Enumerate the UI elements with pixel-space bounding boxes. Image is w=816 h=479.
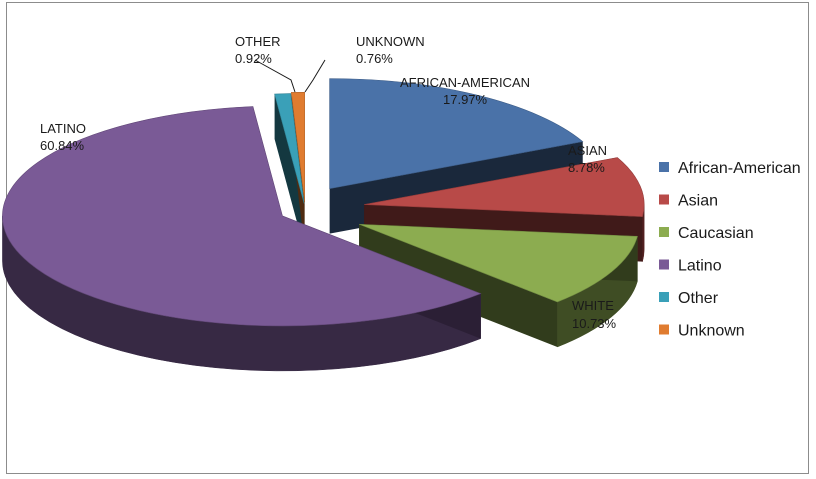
legend-label-asian: Asian bbox=[678, 193, 718, 210]
legend-label-african-american: African-American bbox=[678, 160, 801, 177]
legend-swatch-asian bbox=[659, 194, 669, 205]
pie-slice-other bbox=[274, 93, 305, 204]
slice-label-caucasian: WHITE bbox=[572, 298, 614, 313]
legend-swatch-latino bbox=[659, 259, 669, 270]
slice-label-other: OTHER bbox=[235, 34, 281, 49]
slice-label-latino: LATINO bbox=[40, 121, 86, 136]
legend-label-latino: Latino bbox=[678, 258, 722, 275]
slice-percent-latino: 60.84% bbox=[40, 138, 85, 153]
slice-percent-other: 0.92% bbox=[235, 51, 272, 66]
slice-label-asian: ASIAN bbox=[568, 143, 607, 158]
pie-slice-latino bbox=[2, 106, 482, 327]
pie-slice-caucasian bbox=[358, 223, 638, 303]
pie-slice-asian bbox=[364, 157, 645, 217]
slice-percent-unknown: 0.76% bbox=[356, 51, 393, 66]
legend-label-other: Other bbox=[678, 290, 719, 307]
slice-label-unknown: UNKNOWN bbox=[356, 34, 425, 49]
legend-swatch-african-american bbox=[659, 162, 669, 172]
pie-slice-unknown bbox=[290, 92, 305, 203]
slice-percent-asian: 8.78% bbox=[568, 160, 605, 175]
slice-percent-african-american: 17.97% bbox=[443, 92, 488, 107]
legend-label-unknown: Unknown bbox=[678, 323, 745, 340]
slice-percent-caucasian: 10.73% bbox=[572, 316, 617, 331]
legend-label-caucasian: Caucasian bbox=[678, 225, 754, 242]
pie-slice-african-american bbox=[329, 78, 584, 189]
leader-line-unknown bbox=[304, 59, 326, 93]
legend-swatch-unknown bbox=[659, 324, 669, 335]
leader-line-other bbox=[254, 59, 296, 93]
slice-label-african-american: AFRICAN-AMERICAN bbox=[400, 75, 530, 90]
legend-swatch-caucasian bbox=[659, 227, 669, 237]
legend-swatch-other bbox=[659, 292, 669, 302]
